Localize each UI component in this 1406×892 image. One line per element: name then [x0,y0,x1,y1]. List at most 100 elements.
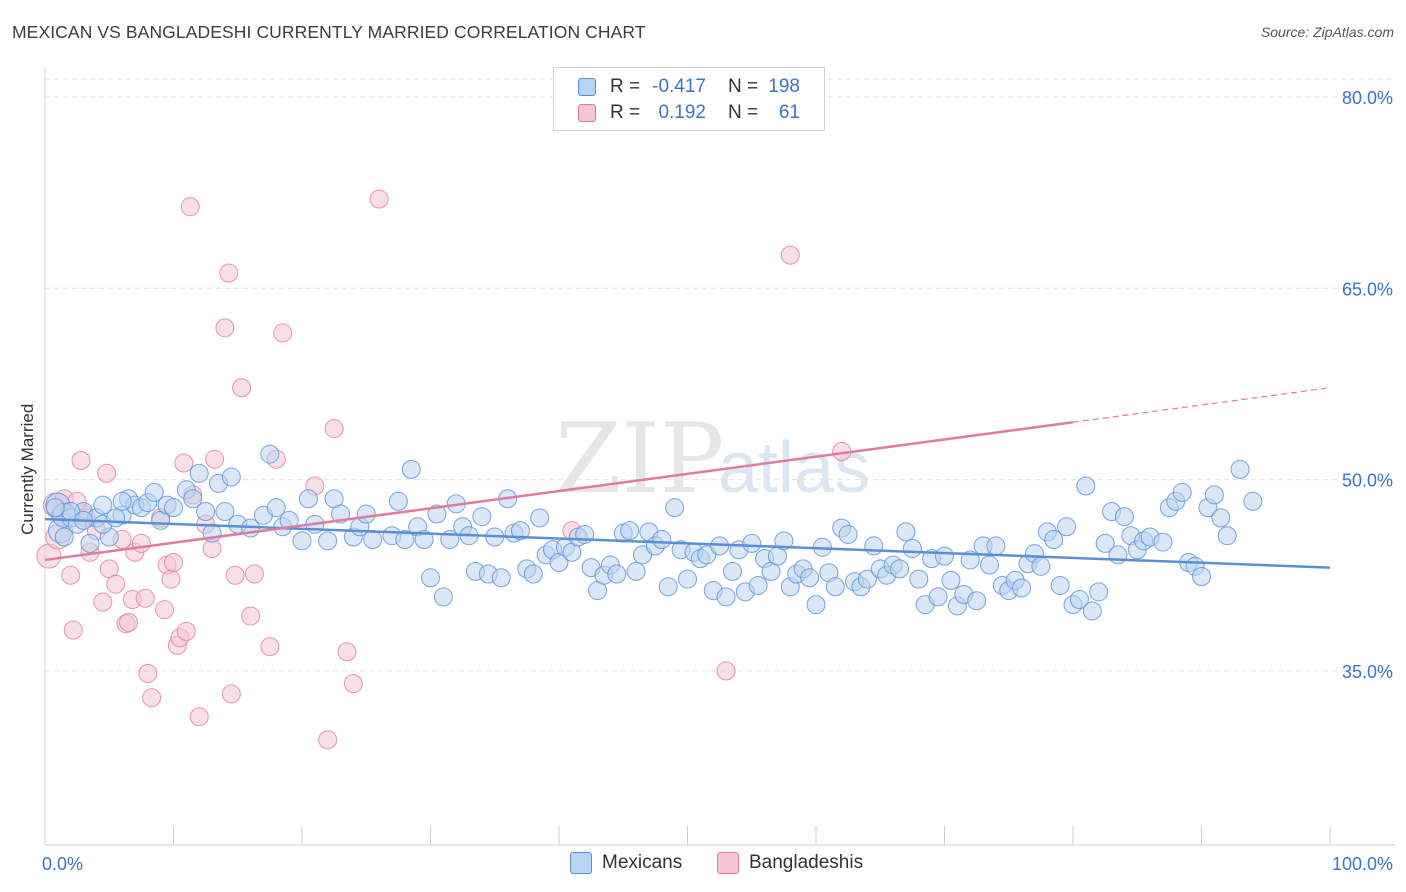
mexican-point [896,522,916,542]
bangladeshi-point [61,565,81,585]
mexican-point [742,533,762,553]
mexican-point [1230,459,1250,479]
mexican-point [54,527,74,547]
mexican-point [215,501,235,521]
mexican-point [93,495,113,515]
bangladeshis-swatch [578,104,596,122]
r-value: 0.192 [658,102,706,123]
mexican-point [395,530,415,550]
bangladeshi-point [241,606,261,626]
mexican-point [530,508,550,528]
bangladeshi-point [93,592,113,612]
bangladeshi-point [189,707,209,727]
y-tick-label: 65.0% [1342,279,1393,299]
mexican-point [491,568,511,588]
legend-item-bangladeshis[interactable]: Bangladeshis [717,852,863,874]
bangladeshi-point [164,552,183,572]
series-legend: Mexicans Bangladeshis [0,852,1406,876]
y-axis-label: Currently Married [18,403,37,535]
mexican-point [626,561,646,581]
y-tick-label: 50.0% [1342,471,1393,491]
mexican-point [1153,532,1173,552]
mexican-point [748,575,768,595]
mexican-point [716,587,736,607]
mexican-point [1082,601,1102,621]
r-label: R = [610,76,641,97]
chart-title: MEXICAN VS BANGLADESHI CURRENTLY MARRIED… [12,22,646,42]
mexican-point [363,530,383,550]
mexican-point [388,491,408,511]
bangladeshi-point [131,533,151,553]
mexican-point [986,536,1006,556]
mexican-point [472,507,492,527]
mexican-point [1089,582,1109,602]
bangladeshi-point [215,318,235,338]
mexican-point [1076,476,1096,496]
mexican-point [1050,575,1070,595]
trend-line-mexicans [44,517,1331,569]
y-tick-label: 80.0% [1342,88,1393,108]
mexican-point [183,489,203,509]
mexican-point [658,577,678,597]
mexican-point [318,531,338,551]
bangladeshi-point [273,323,293,343]
mexican-point [164,498,183,518]
mexican-point [196,501,216,521]
bangladeshi-point [142,688,162,708]
bangladeshi-point [225,565,245,585]
bangladeshi-point [180,197,200,217]
mexican-point [909,569,929,589]
mexican-point [941,570,961,590]
mexican-point [298,489,318,509]
mexican-point [838,524,858,544]
mexican-point [1211,508,1231,528]
mexican-point [1114,507,1134,527]
bangladeshi-point [106,574,126,594]
mexican-point [1172,482,1192,502]
mexican-point [607,564,627,584]
mexican-point [890,559,910,579]
bangladeshi-point [324,419,344,439]
mexican-point [967,591,987,611]
bangladeshi-point [174,453,194,473]
bangladeshi-point [780,245,800,265]
mexican-point [266,498,286,518]
legend-item-mexicans[interactable]: Mexicans [570,852,682,874]
mexicans-swatch [570,852,592,874]
mexican-point [935,546,954,566]
mexican-point [421,568,440,588]
trend-lines [44,387,1331,569]
bangladeshi-point [716,661,736,681]
mexican-point [825,577,845,597]
bangladeshi-point [369,189,389,209]
mexican-point [433,587,453,607]
y-axis-label-wrap: Currently Married [18,404,38,555]
mexican-point [1108,545,1128,565]
mexican-point [1031,556,1051,576]
mexican-point [510,521,530,541]
trend-line-bangladeshis [44,420,1074,562]
mexican-point [221,467,241,487]
watermark-atlas: atlas [718,428,870,508]
mexican-point [857,569,877,589]
bangladeshi-point [155,600,175,620]
legend-row-bangladeshis: R = 0.192 N = 61 [578,101,800,125]
mexican-point [414,530,434,550]
trend-line-extension [1072,387,1331,423]
mexican-point [1057,517,1077,537]
r-value: -0.417 [652,76,706,97]
mexican-point [1044,530,1064,550]
stats-legend: R = -0.417 N = 198 R = 0.192 N = 61 [553,67,825,131]
mexican-point [189,463,209,483]
mexican-point [80,533,100,553]
mexican-point [1012,578,1032,598]
bangladeshi-point [205,449,225,469]
bangladeshi-point [161,569,181,589]
x-tick-label-max: 100.0% [1332,854,1393,874]
mexican-point [806,595,826,615]
mexican-point [427,504,447,524]
mexican-point [523,564,543,584]
n-label: N = [728,102,759,123]
